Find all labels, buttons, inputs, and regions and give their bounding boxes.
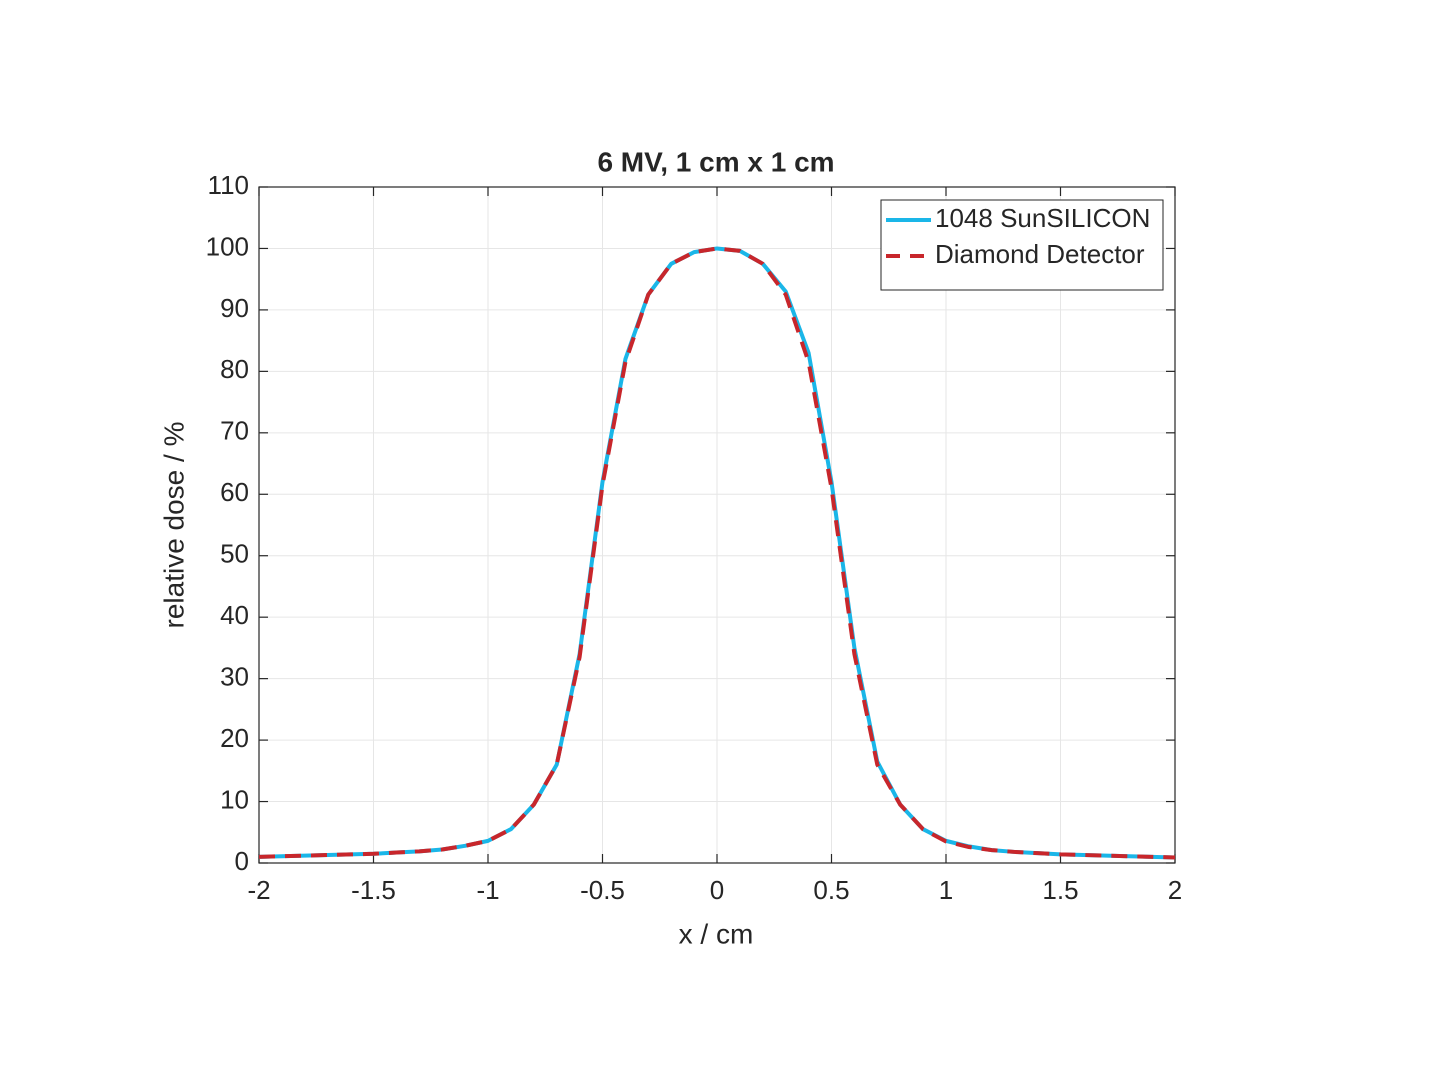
y-tick-label: 0 (235, 846, 249, 876)
x-tick-label: -1.5 (351, 875, 396, 905)
y-tick-label: 40 (220, 600, 249, 630)
y-tick-label: 90 (220, 293, 249, 323)
x-tick-label: 0.5 (813, 875, 849, 905)
legend-label: 1048 SunSILICON (935, 203, 1150, 233)
x-tick-label: 2 (1168, 875, 1182, 905)
y-tick-label: 50 (220, 539, 249, 569)
y-tick-label: 70 (220, 416, 249, 446)
chart-title: 6 MV, 1 cm x 1 cm (597, 146, 834, 177)
y-tick-label: 100 (206, 231, 249, 261)
x-tick-label: 1.5 (1042, 875, 1078, 905)
x-tick-label: 1 (939, 875, 953, 905)
y-tick-label: 80 (220, 354, 249, 384)
data-line (258, 246, 1176, 860)
x-tick-label: -2 (247, 875, 270, 905)
y-tick-label: 10 (220, 784, 249, 814)
y-tick-label: 20 (220, 723, 249, 753)
y-tick-label: 30 (220, 662, 249, 692)
legend-box (880, 199, 1164, 291)
plot-frame (258, 186, 1176, 864)
x-tick-label: -1 (476, 875, 499, 905)
y-tick-label: 110 (208, 170, 249, 200)
y-axis-label: relative dose / % (158, 422, 189, 629)
x-tick-label: -0.5 (580, 875, 625, 905)
legend: 1048 SunSILICON Diamond Detector (880, 199, 1164, 291)
y-tick-label: 60 (220, 477, 249, 507)
x-axis-label: x / cm (679, 918, 754, 949)
x-tick-label: 0 (710, 875, 724, 905)
legend-label: Diamond Detector (935, 239, 1145, 269)
